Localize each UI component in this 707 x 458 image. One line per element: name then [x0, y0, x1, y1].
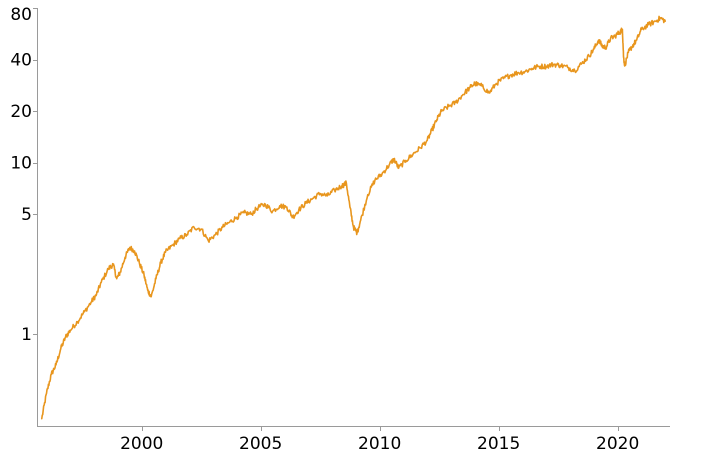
y-tick-label: 20 — [10, 102, 32, 122]
y-tick-label: 40 — [10, 51, 32, 71]
x-axis-ticks: 2000 2005 2010 2015 2020 — [120, 426, 639, 454]
y-axis-ticks: 1 5 10 20 40 80 — [10, 5, 37, 345]
x-tick-label: 2010 — [358, 434, 401, 454]
x-tick-label: 2005 — [239, 434, 282, 454]
y-tick-label: 10 — [10, 154, 32, 174]
y-tick-label: 5 — [21, 205, 32, 225]
x-tick-label: 2020 — [596, 434, 639, 454]
y-tick-label: 80 — [10, 5, 32, 25]
x-tick-label: 2000 — [120, 434, 163, 454]
series-layer — [40, 15, 667, 420]
x-tick-label: 2015 — [477, 434, 520, 454]
series-line — [40, 15, 667, 420]
y-tick-label: 1 — [21, 325, 32, 345]
